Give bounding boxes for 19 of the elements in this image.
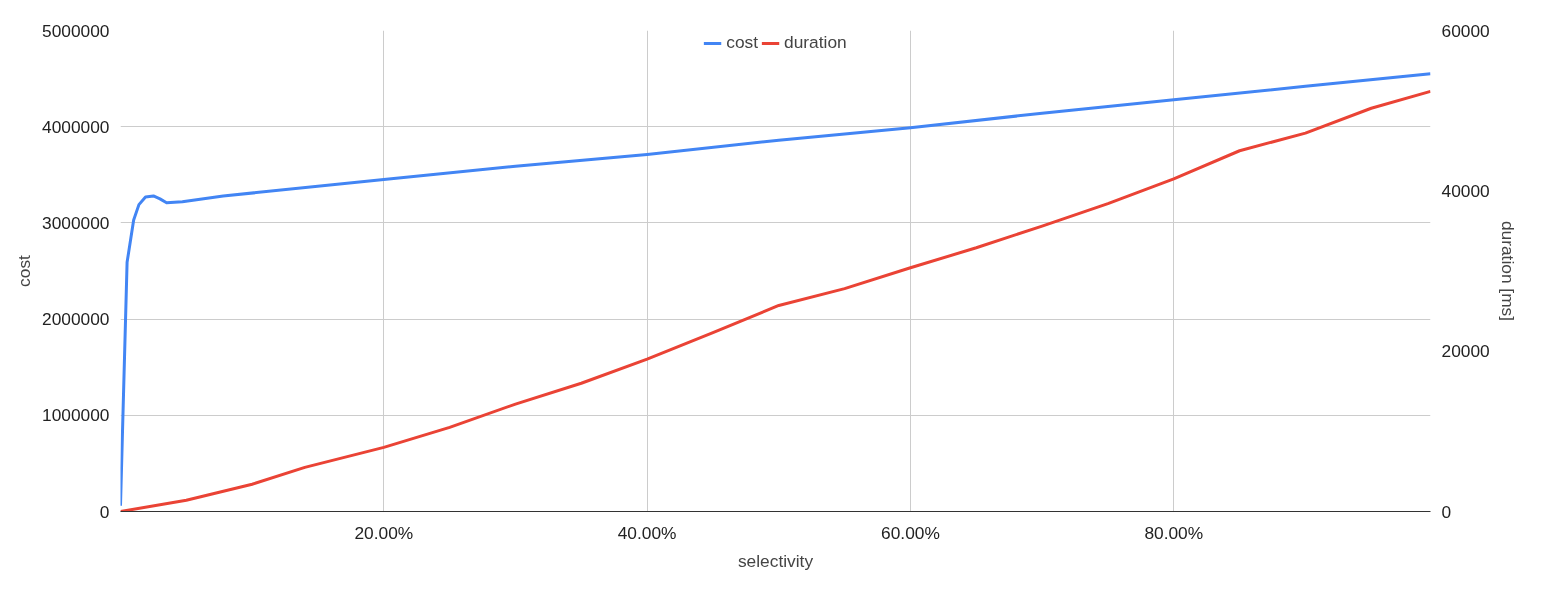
y-tick-label: 4000000 [42,116,110,137]
y2-axis-title: duration [ms] [1497,220,1518,322]
y2-tick-label: 40000 [1441,180,1490,201]
legend-label: duration [784,32,847,53]
x-axis-title: selectivity [737,550,814,571]
x-tick-label: 40.00% [617,522,677,543]
x-tick-label: 20.00% [354,522,414,543]
x-tick-label: 80.00% [1144,522,1204,543]
x-tick-label: 60.00% [881,522,940,543]
y-axis-title: cost [14,254,35,287]
y-tick-label: 0 [99,501,110,522]
y-tick-label: 2000000 [42,309,110,330]
y2-tick-label: 60000 [1441,20,1490,41]
y2-tick-label: 0 [1441,501,1452,522]
y2-tick-label: 20000 [1441,341,1490,362]
legend-label: cost [726,32,759,53]
y-tick-label: 3000000 [42,212,110,233]
y-tick-label: 1000000 [42,405,110,426]
y-tick-label: 5000000 [42,20,110,41]
